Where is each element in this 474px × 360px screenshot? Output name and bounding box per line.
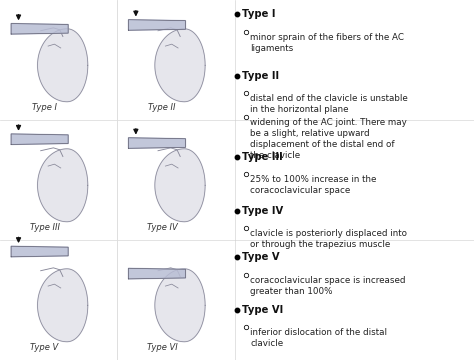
Text: Type III: Type III: [29, 223, 60, 232]
Polygon shape: [128, 20, 185, 30]
Text: Type VI: Type VI: [146, 343, 177, 352]
Text: Type I: Type I: [242, 9, 275, 19]
Polygon shape: [37, 29, 88, 102]
Text: clavicle is posteriorly displaced into
or through the trapezius muscle: clavicle is posteriorly displaced into o…: [250, 229, 407, 249]
Text: Type VI: Type VI: [242, 305, 283, 315]
Text: distal end of the clavicle is unstable
in the horizontal plane: distal end of the clavicle is unstable i…: [250, 94, 408, 114]
FancyBboxPatch shape: [0, 0, 235, 360]
Text: 25% to 100% increase in the
coracoclavicular space: 25% to 100% increase in the coracoclavic…: [250, 175, 377, 195]
Polygon shape: [155, 29, 205, 102]
Polygon shape: [128, 138, 185, 148]
Polygon shape: [11, 23, 68, 34]
Text: Type III: Type III: [242, 152, 283, 162]
Polygon shape: [37, 269, 88, 342]
Text: Type V: Type V: [242, 252, 279, 262]
Polygon shape: [11, 246, 68, 257]
Text: Type IV: Type IV: [146, 223, 177, 232]
Text: Type IV: Type IV: [242, 206, 283, 216]
Text: Type II: Type II: [148, 103, 176, 112]
Polygon shape: [155, 269, 205, 342]
Polygon shape: [128, 268, 185, 279]
Text: Type V: Type V: [30, 343, 59, 352]
Polygon shape: [155, 149, 205, 222]
Text: Type II: Type II: [242, 71, 279, 81]
Polygon shape: [11, 134, 68, 144]
Polygon shape: [37, 149, 88, 222]
Text: inferior dislocation of the distal
clavicle: inferior dislocation of the distal clavi…: [250, 328, 387, 348]
Text: coracoclavicular space is increased
greater than 100%: coracoclavicular space is increased grea…: [250, 276, 406, 296]
Text: Type I: Type I: [32, 103, 57, 112]
Text: widening of the AC joint. There may
be a slight, relative upward
displacement of: widening of the AC joint. There may be a…: [250, 118, 407, 160]
Text: minor sprain of the fibers of the AC
ligaments: minor sprain of the fibers of the AC lig…: [250, 33, 404, 53]
